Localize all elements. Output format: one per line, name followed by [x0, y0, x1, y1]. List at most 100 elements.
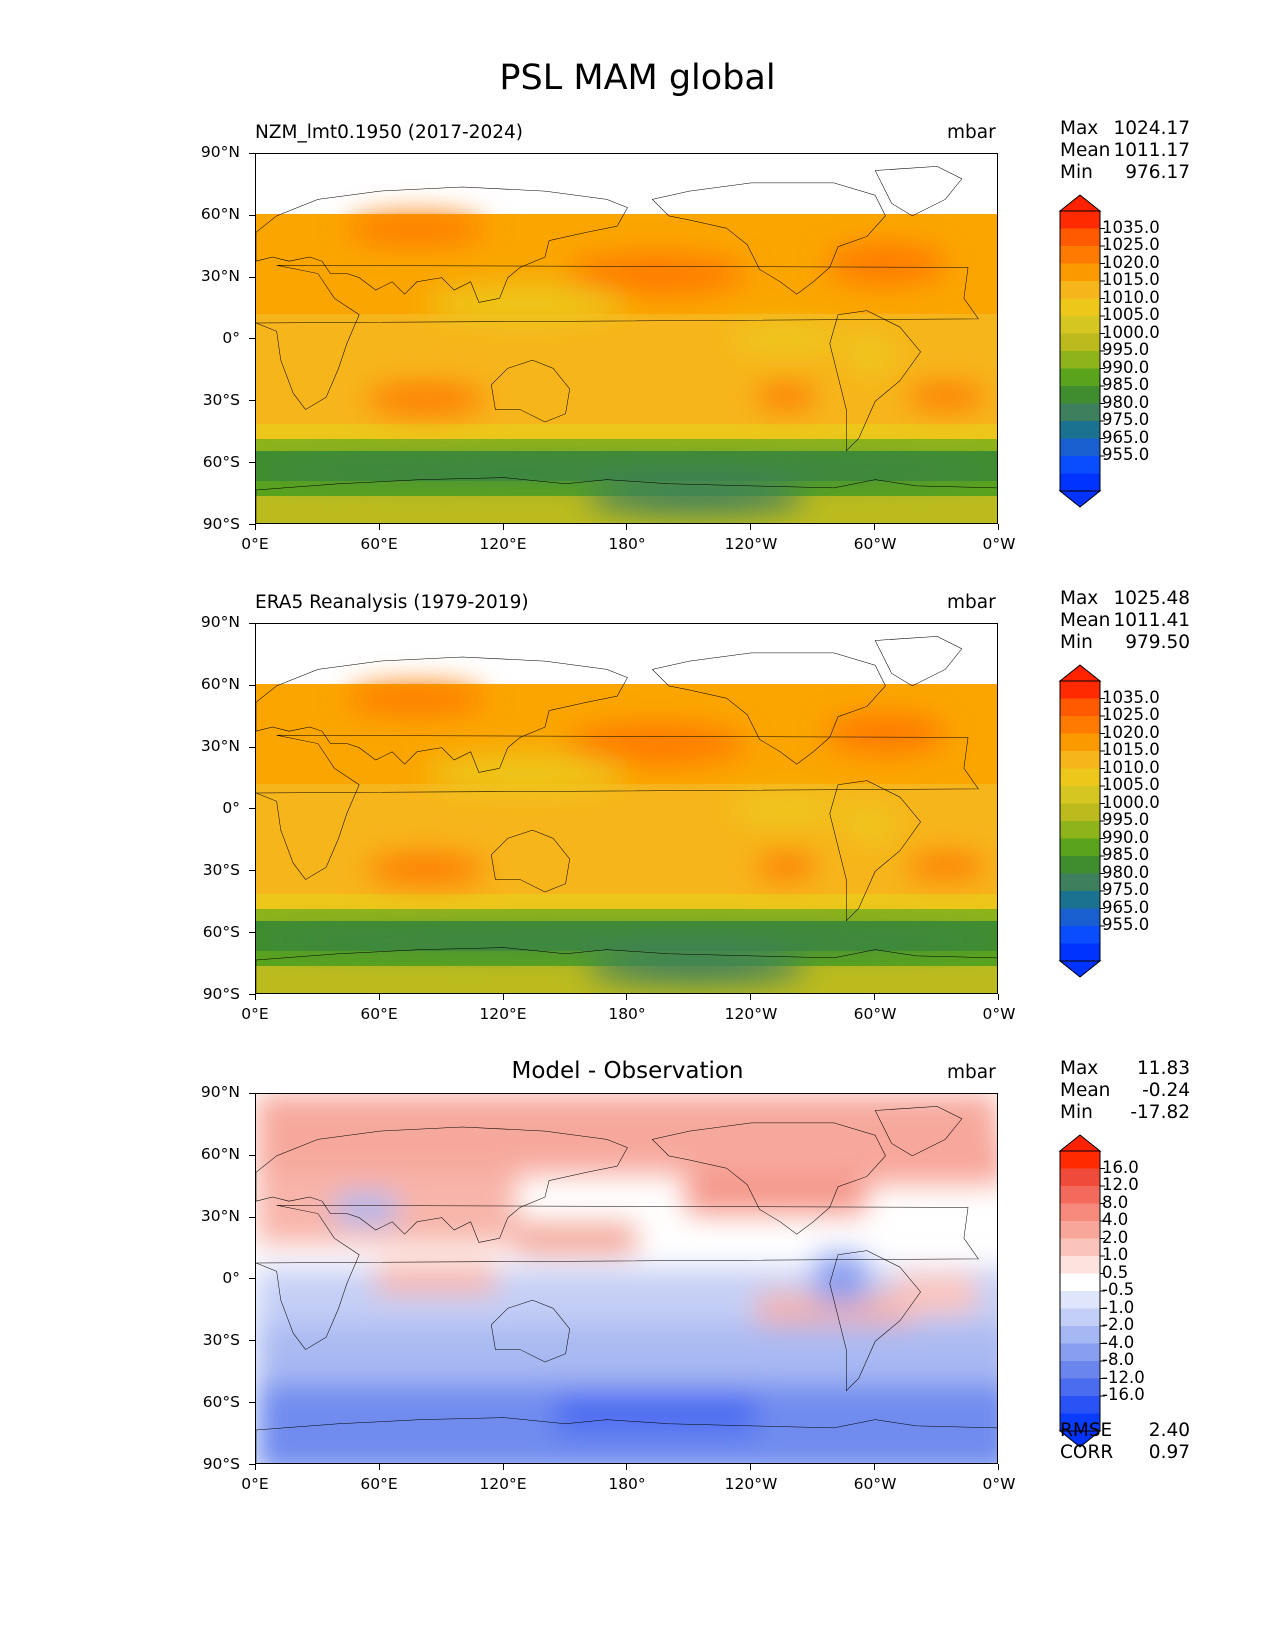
colorbar-tick-label: 995.0 [1102, 810, 1150, 829]
colorbar-segment [1060, 386, 1100, 404]
lat-tick-label: 60°S [202, 1393, 240, 1411]
lon-tick-label: 120°W [724, 1005, 778, 1023]
colorbar-segment [1060, 1256, 1100, 1274]
lon-tick-mark [255, 1464, 256, 1470]
colorbar-tick-label: 1025.0 [1102, 235, 1160, 254]
colorbar-segment [1060, 943, 1100, 962]
lon-tick-label: 120°E [479, 1005, 527, 1023]
panel-difference: Model - Observation mbar 90°N 60°N 30°N 0° 30°… [0, 940, 1275, 1493]
colorbar-tick-label: 4.0 [1102, 1210, 1129, 1229]
lon-tick-mark [750, 994, 752, 1000]
lat-tick-label: 90°N [200, 1083, 240, 1101]
lat-tick-label: 90°S [202, 1455, 240, 1473]
lon-tick-label: 120°E [479, 535, 527, 553]
lon-tick-label: 60°W [853, 1005, 897, 1023]
stat-label: Max [1060, 588, 1099, 609]
lat-tick-label: 0° [222, 799, 240, 817]
colorbar-tick-label: 1005.0 [1102, 305, 1160, 324]
lat-tick-label: 30°S [202, 1331, 240, 1349]
colorbar-tick-label: -0.5 [1102, 1280, 1135, 1299]
colorbar-segment [1060, 681, 1100, 699]
lon-tick-label: 60°E [360, 1475, 398, 1493]
stat-row: Min -17.82 [1060, 1102, 1190, 1124]
stat-row: Max 1025.48 [1060, 588, 1190, 610]
colorbar-segment [1060, 1343, 1100, 1362]
colorbar-tick-label: 1000.0 [1102, 792, 1160, 812]
lat-tick-label: 90°N [200, 143, 240, 161]
lat-tick-mark [249, 870, 255, 872]
colorbar-segment [1060, 333, 1100, 352]
coastlines [256, 636, 997, 993]
colorbar-segment [1060, 421, 1100, 439]
lat-tick-mark [249, 746, 255, 748]
lon-tick-label: 60°E [360, 535, 398, 553]
lat-tick-mark [249, 684, 255, 686]
colorbar-segment [1060, 281, 1100, 299]
colorbar-segment [1060, 1273, 1100, 1292]
colorbar-segment [1060, 246, 1100, 264]
stat-label: Min [1060, 632, 1093, 653]
colorbar-tick-label: 1015.0 [1102, 740, 1160, 759]
stat-row: Max 1024.17 [1060, 118, 1190, 140]
colorbar-tick-label: 955.0 [1102, 915, 1150, 934]
panel-units: mbar [947, 122, 996, 143]
colorbar-extend-top [1058, 1134, 1102, 1152]
stat-value: 1024.17 [1113, 118, 1190, 139]
colorbar-segment [1060, 473, 1100, 492]
colorbar-tick-label: 1020.0 [1102, 722, 1160, 742]
colorbar-tick-label: 965.0 [1102, 427, 1150, 447]
colorbar-segment [1060, 838, 1100, 857]
lon-tick-label: 60°E [360, 1005, 398, 1023]
lat-tick-label: 60°N [200, 675, 240, 693]
lat-tick-label: 30°S [202, 861, 240, 879]
coastlines [256, 166, 997, 523]
colorbar-segment [1060, 1238, 1100, 1257]
colorbar-tick-label: 980.0 [1102, 392, 1150, 412]
lat-tick-mark [249, 1278, 255, 1280]
lat-tick-mark [249, 153, 255, 154]
colorbar-tick-label: 1.0 [1102, 1245, 1129, 1264]
stat-value: -0.24 [1142, 1080, 1190, 1101]
stat-value: 976.17 [1125, 162, 1190, 183]
stat-row: Min 979.50 [1060, 632, 1190, 654]
colorbar-segment [1060, 438, 1100, 457]
lat-tick-mark [249, 1402, 255, 1403]
lon-tick-label: 0°W [982, 1005, 1016, 1023]
stat-row: Mean -0.24 [1060, 1080, 1190, 1102]
colorbar-segment [1060, 926, 1100, 944]
colorbar-extend-top [1058, 194, 1102, 212]
colorbar-segment [1060, 1291, 1100, 1309]
colorbar-segment [1060, 873, 1100, 892]
lon-tick-label: 180° [608, 1005, 646, 1023]
colorbar-segment [1060, 733, 1100, 752]
lat-tick-label: 60°N [200, 205, 240, 223]
colorbar-tick-label: 975.0 [1102, 410, 1150, 429]
lon-tick-label: 0°E [241, 1005, 269, 1023]
map-plot [255, 153, 998, 524]
lon-tick-label: 120°W [724, 535, 778, 553]
lat-tick-mark [249, 276, 255, 278]
lat-tick-mark [249, 338, 255, 340]
colorbar-tick-label: 990.0 [1102, 357, 1150, 377]
lon-tick-label: 180° [608, 535, 646, 553]
lat-tick-label: 90°S [202, 515, 240, 533]
stat-value: 1011.41 [1113, 610, 1190, 631]
lon-tick-mark [378, 524, 380, 530]
lon-tick-label: 60°W [853, 1475, 897, 1493]
colorbar-tick-label: 990.0 [1102, 827, 1150, 847]
colorbar-tick-label: 1010.0 [1102, 757, 1160, 777]
lon-tick-label: 0°E [241, 1475, 269, 1493]
colorbar-tick-label: -4.0 [1102, 1332, 1135, 1352]
lon-tick-label: 120°E [479, 1475, 527, 1493]
colorbar-segment [1060, 821, 1100, 839]
stats-box: Max 1025.48 Mean 1011.41 Min 979.50 [1060, 588, 1190, 654]
stat-row: Max 11.83 [1060, 1058, 1190, 1080]
lat-tick-label: 30°N [200, 267, 240, 285]
colorbar-tick-label: -16.0 [1102, 1385, 1145, 1404]
colorbar-tick-label: 1035.0 [1102, 687, 1160, 707]
lat-tick-mark [249, 1463, 255, 1465]
stat-label: Mean [1060, 140, 1111, 161]
colorbar-segment [1060, 768, 1100, 787]
lat-tick-mark [249, 462, 255, 463]
colorbar-segment [1060, 716, 1100, 734]
